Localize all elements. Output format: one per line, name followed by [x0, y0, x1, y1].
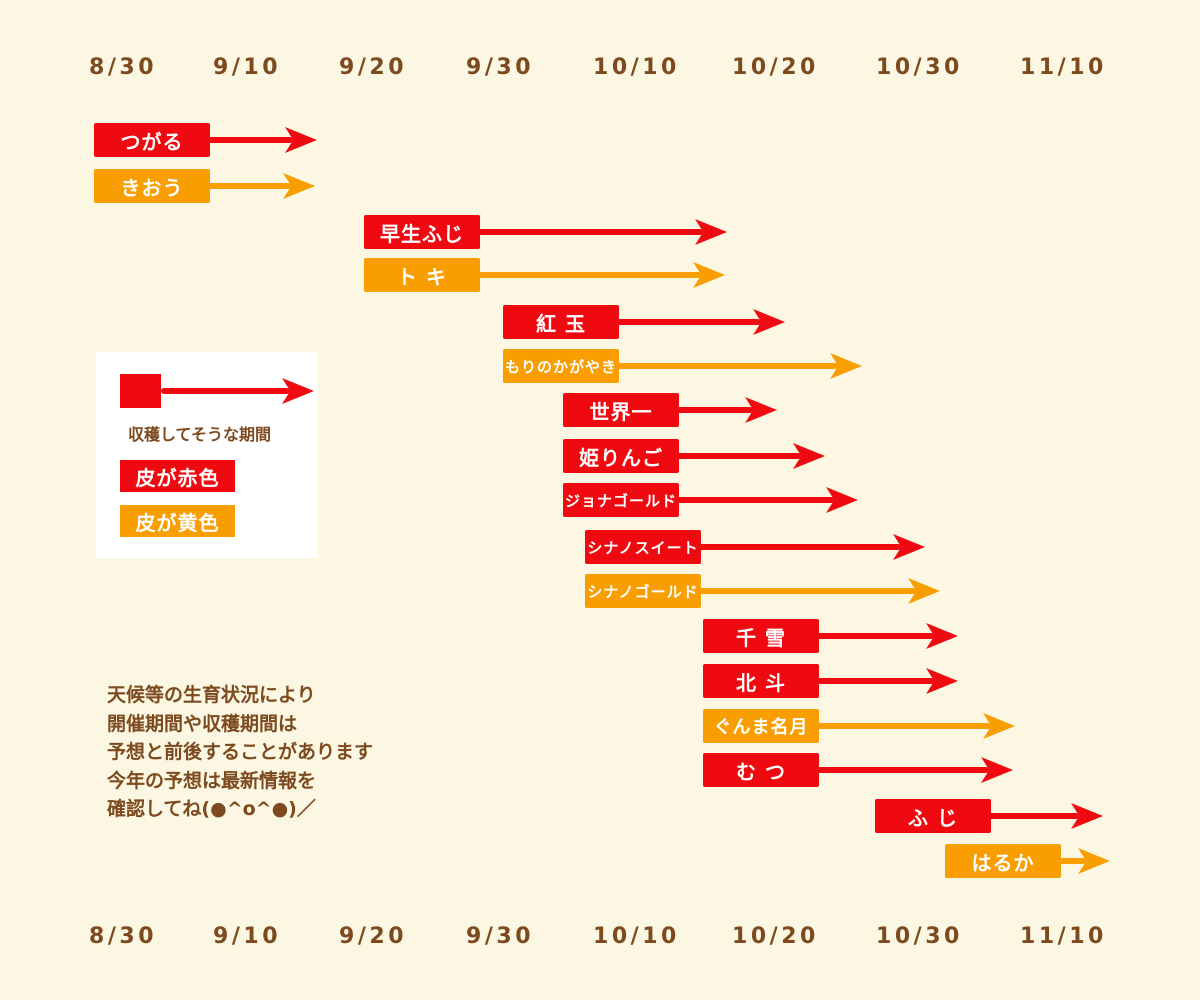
harvest-bar-label: シナノゴールド — [587, 582, 699, 601]
harvest-bar-red: ジョナゴールド — [563, 483, 679, 517]
legend-caption: 収穫してそうな期間 — [128, 425, 272, 444]
axis-label-bottom: 10/20 — [732, 924, 819, 949]
harvest-bar-label: 早生ふじ — [380, 221, 464, 246]
harvest-bar-red: 早生ふじ — [364, 215, 480, 249]
period-arrow-line — [697, 588, 916, 594]
harvest-bar-label: ふ じ — [908, 805, 958, 830]
note-line: 天候等の生育状況により — [107, 684, 316, 706]
period-arrow-line — [815, 723, 991, 729]
legend-red-skin-label: 皮が赤色 — [135, 465, 220, 490]
harvest-bar-yellow: シナノゴールド — [585, 574, 701, 608]
axis-label-bottom: 11/10 — [1020, 924, 1107, 949]
harvest-bar-label: きおう — [120, 175, 184, 200]
harvest-bar-red: シナノスイート — [585, 530, 701, 564]
harvest-bar-label: 姫りんご — [579, 445, 663, 470]
harvest-bar-label: む つ — [736, 759, 786, 784]
period-arrow-line — [615, 363, 838, 369]
harvest-bar-red: む つ — [703, 753, 819, 787]
note-line: 確認してね(●^o^●)／ — [107, 798, 316, 820]
harvest-bar-red: 紅 玉 — [503, 305, 619, 339]
harvest-bar-yellow: ぐんま名月 — [703, 709, 819, 743]
harvest-bar-red: 北 斗 — [703, 664, 819, 698]
axis-label-top: 10/10 — [593, 55, 680, 80]
harvest-bar-label: 千 雪 — [736, 625, 786, 650]
period-arrow-line — [697, 544, 901, 550]
axis-label-bottom: 8/30 — [89, 924, 158, 949]
harvest-bar-red: 姫りんご — [563, 439, 679, 473]
harvest-bar-red: つがる — [94, 123, 210, 157]
harvest-bar-label: ぐんま名月 — [713, 717, 809, 738]
harvest-bar-label: もりのかがやき — [504, 357, 617, 376]
period-arrow-line — [1057, 858, 1086, 864]
axis-label-bottom: 10/30 — [876, 924, 963, 949]
harvest-bar-red: 千 雪 — [703, 619, 819, 653]
harvest-bar-label: 世界一 — [589, 399, 653, 424]
harvest-bar-red: 世界一 — [563, 393, 679, 427]
period-arrow-line — [161, 388, 290, 394]
period-arrow-line — [476, 229, 703, 235]
period-arrow-line — [206, 137, 293, 143]
period-arrow-line — [987, 813, 1079, 819]
harvest-bar-red: ふ じ — [875, 799, 991, 833]
axis-label-bottom: 10/10 — [593, 924, 680, 949]
harvest-bar-yellow: ト キ — [364, 258, 480, 292]
harvest-bar-yellow: もりのかがやき — [503, 349, 619, 383]
legend-yellow-skin-box: 皮が黄色 — [120, 505, 235, 537]
harvest-bar-label: はるか — [971, 850, 1035, 875]
harvest-bar-label: 北 斗 — [736, 670, 786, 695]
axis-label-top: 8/30 — [89, 55, 158, 80]
harvest-bar-label: ジョナゴールド — [564, 491, 677, 510]
legend-red-skin-box: 皮が赤色 — [120, 460, 235, 492]
period-arrow-line — [615, 319, 761, 325]
period-arrow-line — [476, 272, 701, 278]
period-arrow-line — [675, 497, 834, 503]
axis-label-top: 10/30 — [876, 55, 963, 80]
harvest-bar-yellow: きおう — [94, 169, 210, 203]
note-line: 今年の予想は最新情報を — [107, 769, 317, 792]
period-arrow-line — [206, 183, 291, 189]
axis-label-top: 9/30 — [466, 55, 535, 80]
axis-label-bottom: 9/10 — [213, 924, 282, 949]
harvest-bar-yellow: はるか — [945, 844, 1061, 878]
axis-label-bottom: 9/30 — [466, 924, 535, 949]
axis-label-top: 9/10 — [213, 55, 282, 80]
period-arrow-line — [675, 453, 801, 459]
period-arrow-line — [815, 633, 934, 639]
axis-label-top: 10/20 — [732, 55, 819, 80]
harvest-bar-label: シナノスイート — [587, 538, 699, 557]
axis-label-bottom: 9/20 — [339, 924, 408, 949]
axis-label-top: 11/10 — [1020, 55, 1107, 80]
note-block: 天候等の生育状況により 開催期間や収穫期間は 予想と前後することがあります 今年… — [107, 681, 373, 824]
note-line: 開催期間や収穫期間は — [107, 712, 298, 735]
harvest-bar-label: ト キ — [397, 264, 447, 289]
axis-label-top: 9/20 — [339, 55, 408, 80]
note-line: 予想と前後することがあります — [107, 741, 374, 763]
harvest-bar-label: 紅 玉 — [536, 311, 586, 336]
legend-period-swatch — [120, 374, 161, 408]
period-arrow-line — [815, 767, 989, 773]
period-arrow-line — [815, 678, 934, 684]
legend-yellow-skin-label: 皮が黄色 — [135, 510, 220, 535]
harvest-bar-label: つがる — [120, 129, 184, 154]
period-arrow-line — [675, 407, 753, 413]
